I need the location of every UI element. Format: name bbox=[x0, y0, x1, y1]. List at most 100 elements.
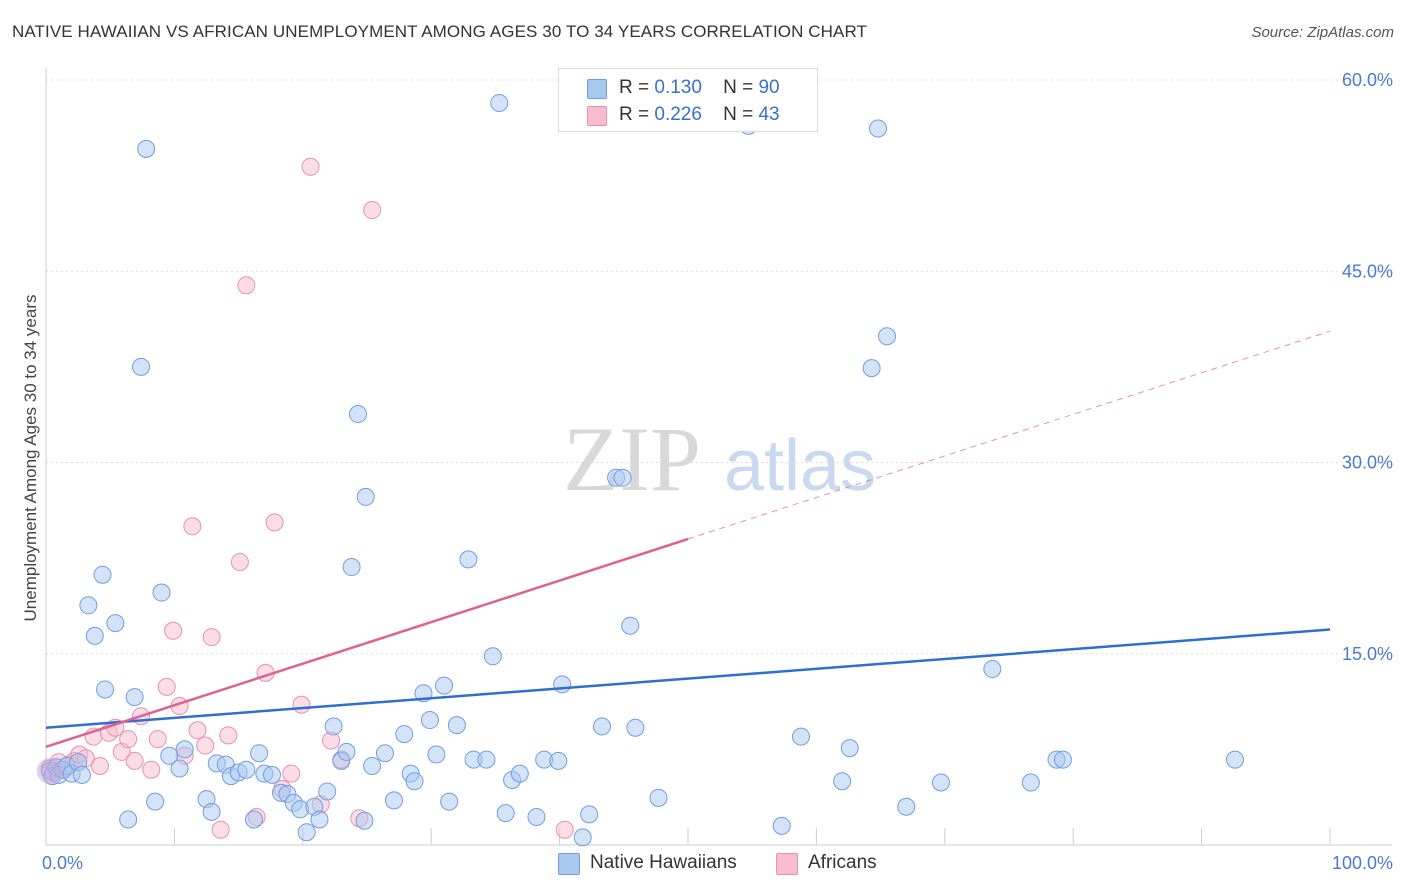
native-hawaiian-point bbox=[527, 807, 546, 826]
trend-line-africans bbox=[45, 537, 689, 749]
axes bbox=[45, 68, 1392, 846]
native-hawaiian-point bbox=[427, 745, 446, 764]
y-tick-label: 30.0% bbox=[1342, 453, 1393, 473]
native-hawaiian-point bbox=[363, 756, 382, 775]
native-hawaiian-point bbox=[869, 119, 888, 138]
native-hawaiian-point bbox=[160, 746, 179, 765]
native-hawaiian-point bbox=[592, 717, 611, 736]
native-hawaiian-point bbox=[553, 675, 572, 694]
native-hawaiian-point bbox=[772, 816, 791, 835]
watermark-zip: ZIP bbox=[563, 408, 701, 510]
legend-swatch-pink bbox=[587, 106, 607, 126]
african-point bbox=[142, 760, 161, 779]
native-hawaiian-point bbox=[146, 792, 165, 811]
african-point bbox=[202, 628, 221, 647]
native-hawaiian-point bbox=[580, 805, 599, 824]
y-tick-label: 45.0% bbox=[1342, 261, 1393, 281]
african-point bbox=[292, 695, 311, 714]
legend-swatch-pink bbox=[776, 853, 798, 875]
trend-line-native-hawaiians bbox=[45, 628, 1331, 729]
native-hawaiian-point bbox=[420, 711, 439, 730]
native-hawaiian-point bbox=[490, 93, 509, 112]
native-hawaiian-point bbox=[1021, 773, 1040, 792]
cluster-point bbox=[36, 758, 63, 785]
native-hawaiian-point bbox=[621, 616, 640, 635]
native-hawaiian-point bbox=[175, 740, 194, 759]
african-point bbox=[219, 726, 238, 745]
african-point bbox=[90, 756, 109, 775]
native-hawaiian-point bbox=[125, 688, 144, 707]
african-point bbox=[188, 721, 207, 740]
legend-text: R = 0.226 N = 43 bbox=[619, 104, 780, 125]
legend-label: Africans bbox=[808, 852, 877, 873]
y-tick-label: 15.0% bbox=[1342, 644, 1393, 664]
native-hawaiian-point bbox=[262, 765, 281, 784]
native-hawaiian-point bbox=[137, 139, 156, 158]
native-hawaiian-point bbox=[1053, 750, 1072, 769]
native-hawaiian-point bbox=[613, 468, 632, 487]
legend-text: R = 0.130 N = 90 bbox=[619, 77, 780, 98]
african-point bbox=[196, 736, 215, 755]
native-hawaiian-point bbox=[375, 744, 394, 763]
native-hawaiian-point bbox=[510, 764, 529, 783]
native-hawaiian-point bbox=[878, 327, 897, 346]
native-hawaiian-point bbox=[342, 558, 361, 577]
native-hawaiian-point bbox=[152, 583, 171, 602]
native-hawaiian-point bbox=[349, 405, 368, 424]
native-hawaiian-point bbox=[202, 802, 221, 821]
native-hawaiian-point bbox=[356, 487, 375, 506]
native-hawaiian-point bbox=[649, 788, 668, 807]
african-point bbox=[230, 552, 249, 571]
legend-swatch-blue bbox=[587, 79, 607, 99]
native-hawaiian-point bbox=[395, 725, 414, 744]
native-hawaiian-point bbox=[626, 718, 645, 737]
native-hawaiian-point bbox=[106, 614, 125, 633]
native-hawaiian-point bbox=[85, 626, 104, 645]
native-hawaiian-point bbox=[459, 550, 478, 569]
native-hawaiian-point bbox=[337, 742, 356, 761]
african-point bbox=[237, 276, 256, 295]
native-hawaiian-point bbox=[549, 751, 568, 770]
native-hawaiian-point bbox=[355, 811, 374, 830]
native-hawaiian-point bbox=[79, 596, 98, 615]
native-hawaiian-point bbox=[496, 804, 515, 823]
african-point bbox=[301, 157, 320, 176]
chart-title: NATIVE HAWAIIAN VS AFRICAN UNEMPLOYMENT … bbox=[12, 22, 868, 41]
native-hawaiian-point bbox=[405, 772, 424, 791]
grid-lines bbox=[46, 79, 1392, 655]
native-hawaiian-point bbox=[833, 772, 852, 791]
native-hawaiian-point bbox=[297, 823, 316, 842]
native-hawaiian-point bbox=[318, 782, 337, 801]
african-point bbox=[211, 820, 230, 839]
native-hawaiian-point bbox=[384, 791, 403, 810]
native-hawaiian-point bbox=[897, 797, 916, 816]
watermark-atlas: atlas bbox=[724, 426, 876, 506]
native-hawaiian-point bbox=[791, 727, 810, 746]
african-point bbox=[282, 764, 301, 783]
african-point bbox=[265, 513, 284, 532]
native-hawaiian-point bbox=[983, 660, 1002, 679]
native-hawaiian-point bbox=[96, 680, 115, 699]
native-hawaiian-point bbox=[1225, 750, 1244, 769]
native-hawaiian-point bbox=[477, 750, 496, 769]
native-hawaiian-point bbox=[862, 359, 881, 378]
african-point bbox=[148, 730, 167, 749]
native-hawaiian-point bbox=[324, 717, 343, 736]
native-hawaiian-point bbox=[840, 739, 859, 758]
african-point bbox=[157, 677, 176, 696]
native-hawaiian-point bbox=[132, 357, 151, 376]
y-tick-label: 60.0% bbox=[1342, 70, 1393, 90]
native-hawaiian-point bbox=[237, 760, 256, 779]
legend: R = 0.130 N = 90 R = 0.226 N = 43 bbox=[558, 68, 818, 132]
african-point bbox=[125, 751, 144, 770]
native-hawaiian-point bbox=[931, 773, 950, 792]
trend-line-africans-extension bbox=[687, 330, 1331, 540]
y-axis-label: Unemployment Among Ages 30 to 34 years bbox=[21, 295, 40, 622]
native-hawaiian-point bbox=[93, 565, 112, 584]
native-hawaiian-point bbox=[483, 647, 502, 666]
native-hawaiian-point bbox=[245, 810, 264, 829]
african-point bbox=[164, 621, 183, 640]
african-point bbox=[183, 517, 202, 536]
chart-source: Source: ZipAtlas.com bbox=[1251, 24, 1394, 41]
